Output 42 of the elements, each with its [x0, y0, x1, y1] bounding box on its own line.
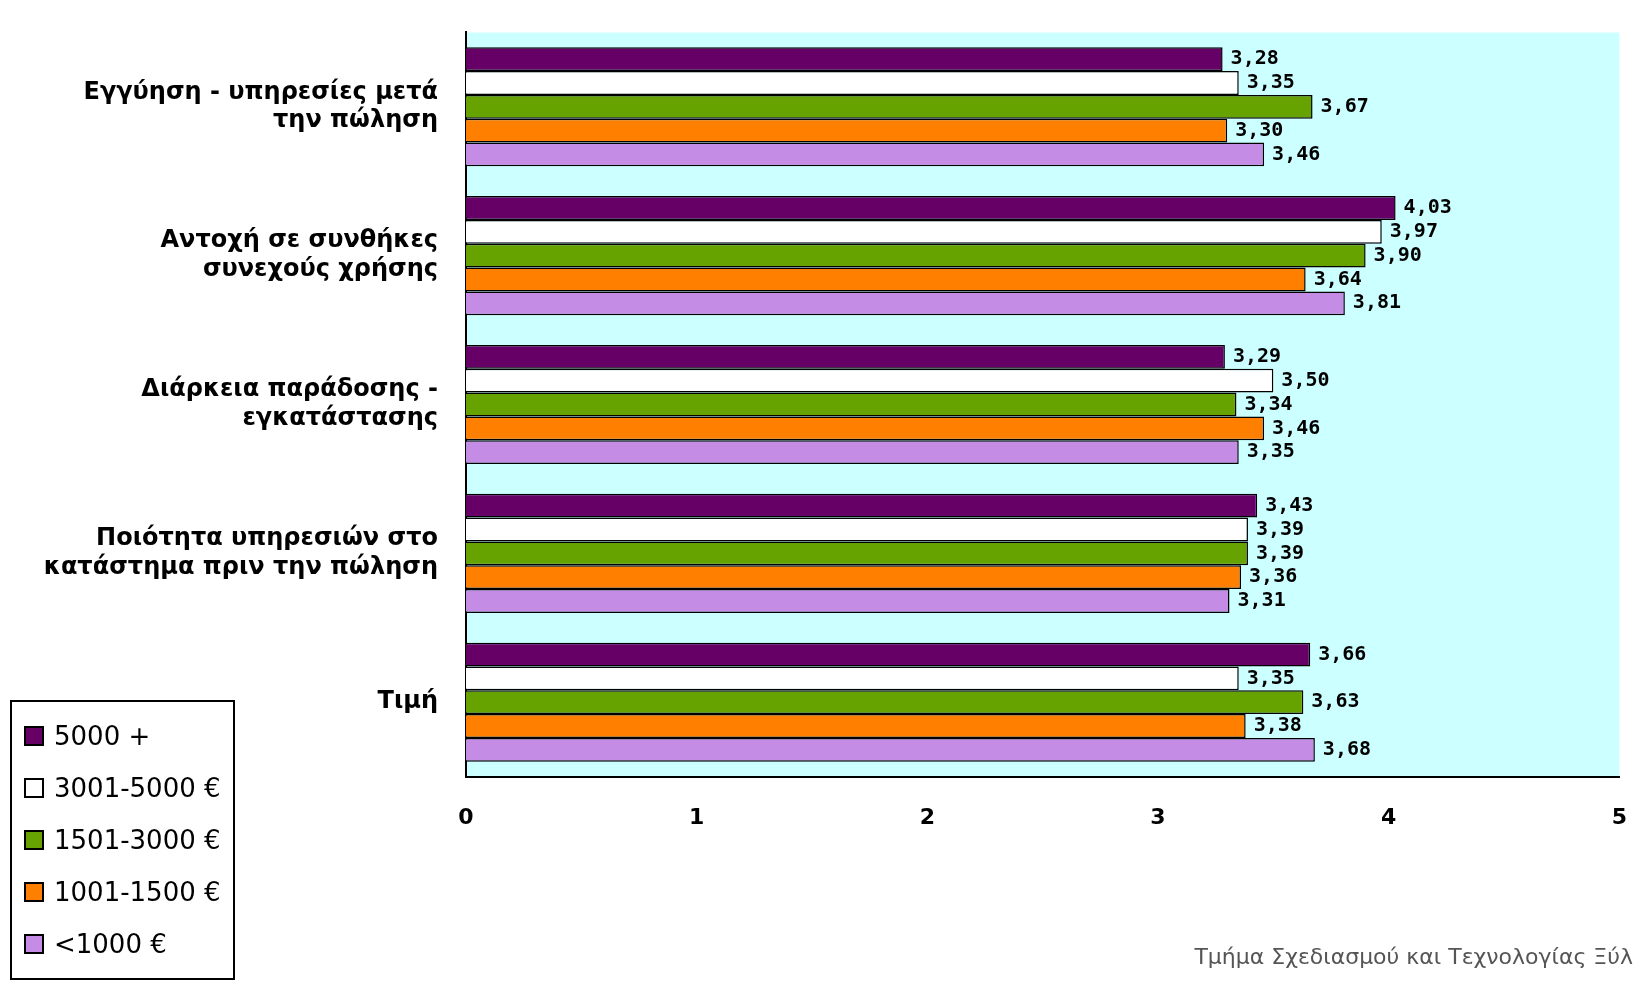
data-label: 3,38: [1253, 712, 1302, 737]
x-tick-label: 0: [458, 803, 474, 829]
data-label: 3,35: [1246, 438, 1295, 463]
data-label: 3,34: [1244, 390, 1293, 415]
data-label: 3,46: [1272, 414, 1321, 439]
y-tick-label: Εγγύηση - υπηρεσίες μετά την πώληση: [83, 76, 438, 134]
x-tick-label: 2: [919, 803, 935, 829]
data-label: 3,28: [1230, 45, 1279, 70]
data-label: 3,68: [1322, 736, 1372, 761]
y-tick-label: Αντοχή σε συνθήκες συνεχούς χρήσης: [160, 225, 438, 283]
x-tick-label: 3: [1150, 803, 1166, 829]
data-label: 3,46: [1272, 140, 1321, 165]
data-label: 3,64: [1313, 265, 1362, 290]
data-label: 3,50: [1281, 366, 1330, 391]
data-label: 3,39: [1255, 539, 1305, 564]
legend-label: <1000 €: [54, 929, 167, 959]
text: Τμήμα Σχεδιασμού και Τεχνολογίας Ξύλ: [1194, 944, 1633, 969]
x-tick-label: 5: [1611, 803, 1627, 829]
legend-label: 1501-3000 €: [54, 825, 221, 855]
data-label: 3,43: [1265, 491, 1314, 516]
y-tick-label: Διάρκεια παράδοσης - εγκατάστασης: [141, 374, 438, 432]
data-label: 3,63: [1311, 688, 1360, 713]
data-label: 3,35: [1246, 69, 1295, 94]
data-label: 3,81: [1352, 289, 1402, 314]
data-label: 3,66: [1318, 640, 1367, 665]
y-tick-label: Τιμή: [377, 686, 438, 715]
data-label: 3,97: [1389, 218, 1438, 243]
x-tick-label: 1: [689, 803, 705, 829]
data-label: 3,31: [1237, 587, 1286, 612]
data-label: 3,35: [1246, 664, 1295, 689]
data-label: 3,36: [1249, 563, 1298, 588]
data-label: 4,03: [1403, 194, 1452, 219]
legend-label: 3001-5000 €: [54, 773, 221, 803]
data-label: 3,39: [1255, 515, 1305, 540]
data-label: 3,67: [1320, 93, 1369, 118]
x-tick-label: 4: [1381, 803, 1397, 829]
y-tick-label: Ποιότητα υπηρεσιών στο κατάστημα πριν την πώληση: [43, 523, 438, 580]
data-label: 3,30: [1235, 116, 1284, 141]
data-label: 3,29: [1232, 343, 1282, 368]
legend-label: 5000 +: [54, 721, 151, 751]
legend-label: 1001-1500 €: [54, 877, 221, 907]
data-label: 3,90: [1373, 241, 1422, 266]
